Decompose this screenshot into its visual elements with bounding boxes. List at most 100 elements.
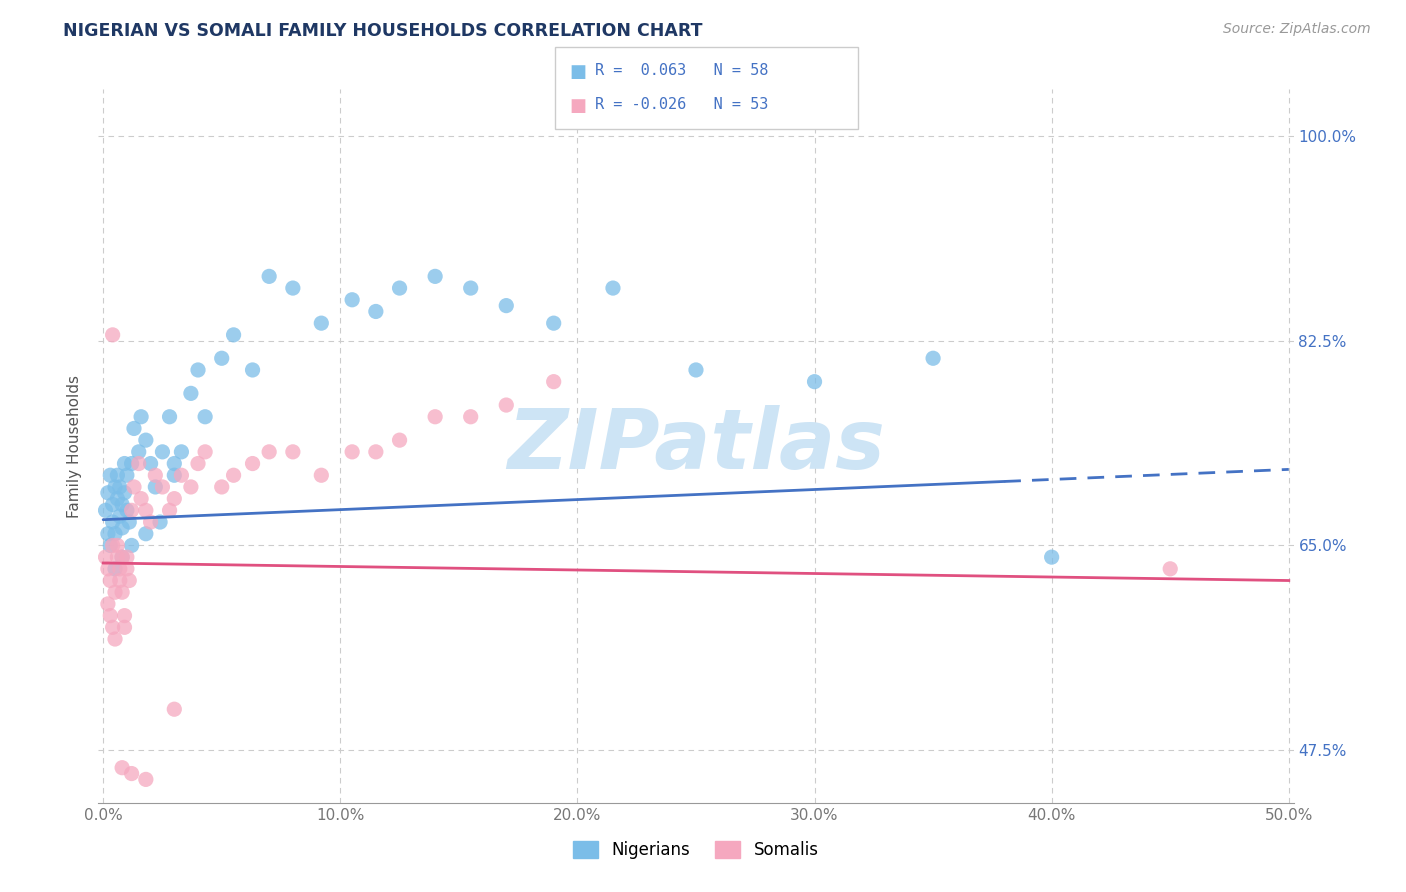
- Point: [115, 562, 138, 576]
- Point: [149, 515, 172, 529]
- Point: [222, 468, 245, 483]
- Point: [423, 269, 446, 284]
- Point: [159, 409, 181, 424]
- Text: ■: ■: [569, 97, 586, 115]
- Point: [105, 491, 128, 506]
- Point: [111, 585, 134, 599]
- Point: [495, 299, 517, 313]
- Point: [143, 480, 166, 494]
- Point: [922, 351, 945, 366]
- Point: [114, 485, 136, 500]
- Point: [163, 468, 186, 483]
- Point: [98, 468, 121, 483]
- Point: [180, 480, 202, 494]
- Point: [101, 515, 124, 529]
- Point: [122, 421, 145, 435]
- Point: [101, 327, 124, 342]
- Y-axis label: Family Households: Family Households: [67, 375, 83, 517]
- Point: [97, 597, 120, 611]
- Point: [1040, 550, 1063, 565]
- Point: [135, 526, 157, 541]
- Point: [97, 485, 120, 500]
- Point: [139, 457, 162, 471]
- Point: [257, 269, 280, 284]
- Point: [257, 445, 280, 459]
- Point: [803, 375, 825, 389]
- Point: [242, 363, 264, 377]
- Point: [98, 574, 121, 588]
- Point: [105, 538, 128, 552]
- Point: [180, 386, 202, 401]
- Point: [111, 550, 134, 565]
- Point: [685, 363, 707, 377]
- Point: [222, 327, 245, 342]
- Point: [242, 457, 264, 471]
- Point: [135, 772, 157, 787]
- Point: [97, 526, 120, 541]
- Point: [423, 409, 446, 424]
- Point: [108, 480, 131, 494]
- Point: [121, 503, 143, 517]
- Point: [170, 468, 193, 483]
- Point: [170, 445, 193, 459]
- Point: [111, 761, 134, 775]
- Legend: Nigerians, Somalis: Nigerians, Somalis: [567, 834, 825, 866]
- Point: [108, 509, 131, 524]
- Point: [311, 468, 333, 483]
- Point: [311, 316, 333, 330]
- Point: [129, 409, 152, 424]
- Point: [152, 445, 174, 459]
- Point: [115, 550, 138, 565]
- Point: [101, 620, 124, 634]
- Point: [104, 632, 127, 646]
- Point: [152, 480, 174, 494]
- Point: [163, 491, 186, 506]
- Point: [105, 468, 128, 483]
- Point: [602, 281, 624, 295]
- Point: [364, 445, 387, 459]
- Point: [121, 538, 143, 552]
- Point: [108, 574, 131, 588]
- Point: [118, 515, 141, 529]
- Point: [135, 433, 157, 447]
- Point: [211, 480, 233, 494]
- Point: [1159, 562, 1181, 576]
- Point: [460, 409, 482, 424]
- Point: [94, 550, 117, 565]
- Point: [129, 491, 152, 506]
- Point: [121, 457, 143, 471]
- Point: [163, 702, 186, 716]
- Point: [118, 574, 141, 588]
- Point: [135, 503, 157, 517]
- Text: NIGERIAN VS SOMALI FAMILY HOUSEHOLDS CORRELATION CHART: NIGERIAN VS SOMALI FAMILY HOUSEHOLDS COR…: [63, 22, 703, 40]
- Point: [128, 445, 150, 459]
- Point: [115, 468, 138, 483]
- Point: [114, 620, 136, 634]
- Point: [94, 503, 117, 517]
- Point: [98, 608, 121, 623]
- Text: ZIPatlas: ZIPatlas: [508, 406, 884, 486]
- Point: [460, 281, 482, 295]
- Text: ■: ■: [569, 63, 586, 81]
- Point: [122, 480, 145, 494]
- Point: [104, 480, 127, 494]
- Point: [281, 445, 304, 459]
- Point: [101, 538, 124, 552]
- Point: [163, 457, 186, 471]
- Point: [98, 538, 121, 552]
- Point: [388, 281, 411, 295]
- Point: [111, 498, 134, 512]
- Point: [495, 398, 517, 412]
- Point: [97, 562, 120, 576]
- Point: [340, 445, 363, 459]
- Point: [543, 375, 565, 389]
- Point: [128, 457, 150, 471]
- Point: [340, 293, 363, 307]
- Point: [211, 351, 233, 366]
- Point: [194, 445, 217, 459]
- Point: [281, 281, 304, 295]
- Point: [104, 585, 127, 599]
- Text: R =  0.063   N = 58: R = 0.063 N = 58: [595, 63, 768, 78]
- Point: [543, 316, 565, 330]
- Point: [364, 304, 387, 318]
